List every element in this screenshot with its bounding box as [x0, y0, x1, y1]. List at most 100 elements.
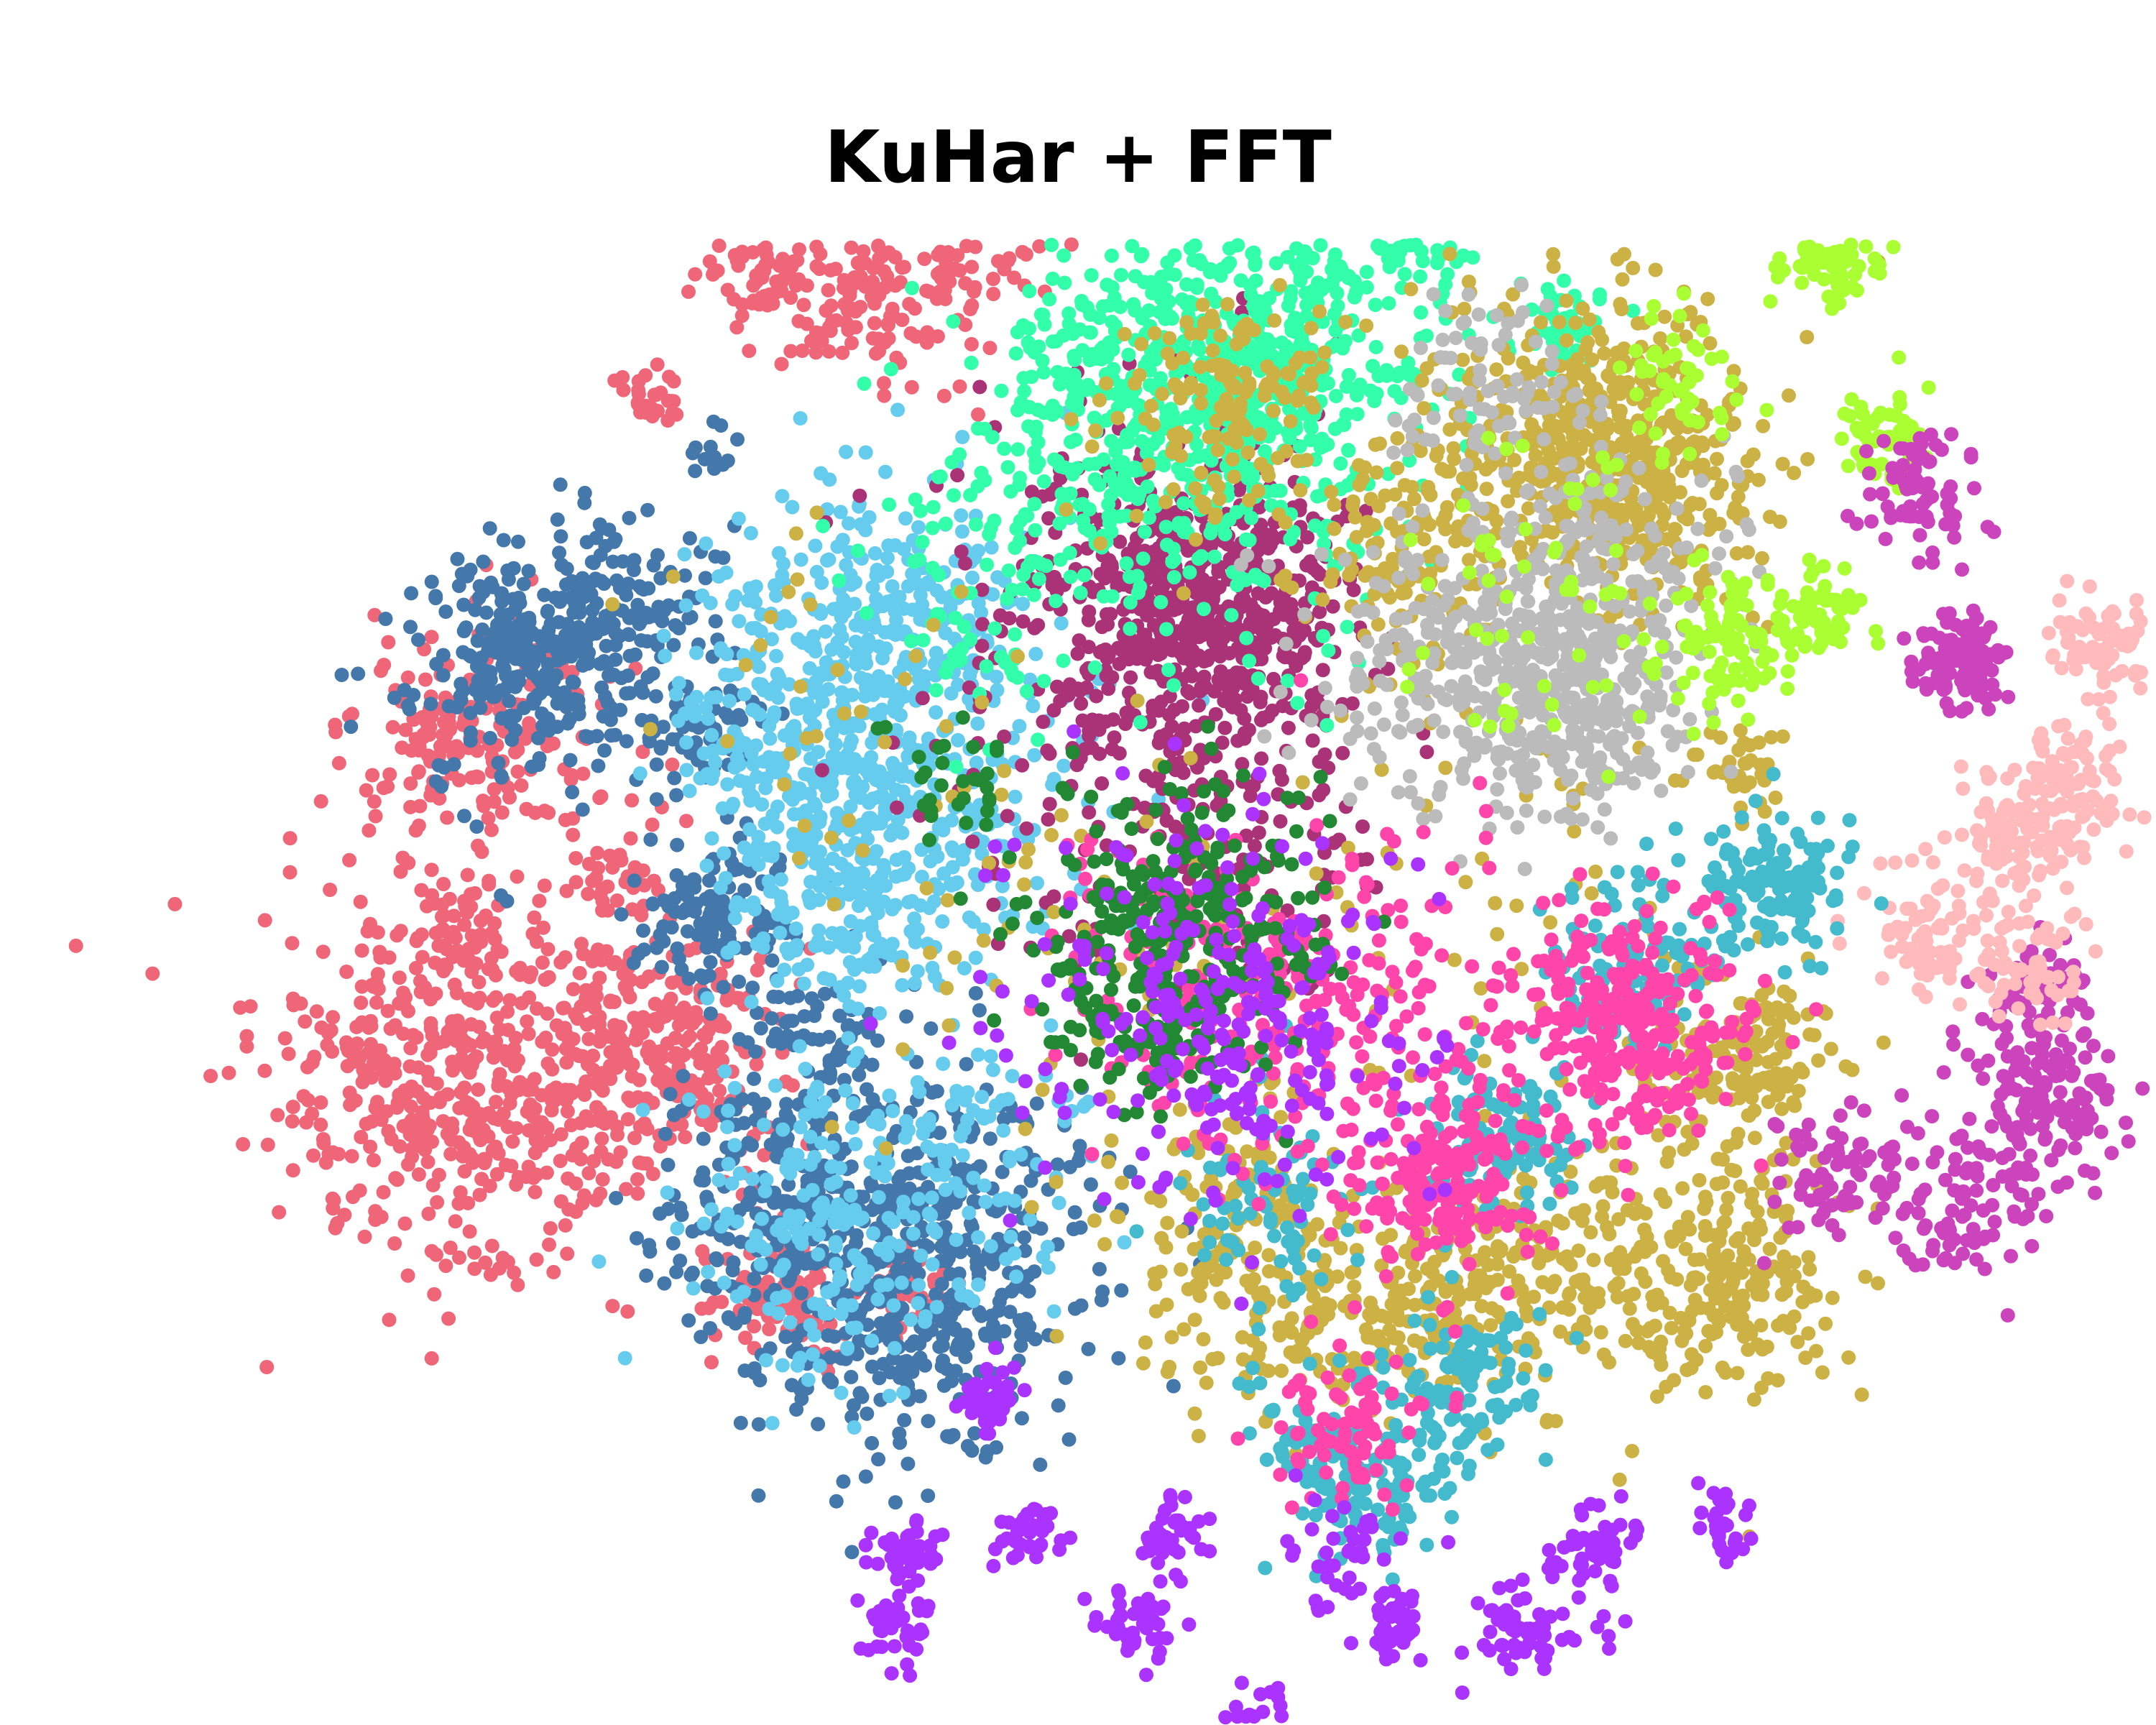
scatter-point: [778, 1015, 793, 1030]
scatter-point: [900, 1456, 916, 1471]
scatter-point: [787, 719, 802, 734]
scatter-point: [649, 757, 664, 772]
scatter-point: [724, 800, 739, 815]
scatter-point: [627, 873, 642, 888]
scatter-point: [825, 1159, 840, 1174]
scatter-point: [446, 757, 461, 772]
scatter-point: [679, 814, 694, 829]
scatter-point: [581, 1166, 596, 1181]
scatter-point: [881, 331, 896, 346]
scatter-point: [866, 1226, 881, 1241]
scatter-point: [791, 313, 806, 328]
scatter-point: [972, 380, 987, 395]
scatter-point: [847, 270, 862, 285]
scatter-point: [320, 1037, 335, 1052]
scatter-point: [833, 980, 848, 995]
scatter-point: [989, 1440, 1004, 1455]
scatter-point: [762, 1322, 777, 1337]
scatter-point: [745, 702, 760, 717]
scatter-point: [486, 1050, 501, 1065]
scatter-point: [550, 719, 565, 735]
scatter-point: [964, 336, 979, 351]
scatter-point: [472, 990, 487, 1006]
scatter-point: [537, 804, 552, 819]
scatter-point: [865, 1333, 880, 1348]
scatter-point: [929, 1225, 944, 1240]
scatter-point: [681, 1092, 696, 1107]
scatter-point: [415, 949, 430, 965]
scatter-point: [462, 1224, 477, 1239]
scatter-point: [923, 1021, 939, 1036]
scatter-point: [758, 1353, 773, 1368]
scatter-point: [638, 368, 653, 383]
scatter-point: [453, 676, 469, 691]
scatter-point: [423, 1040, 438, 1055]
scatter-point: [1138, 652, 1153, 667]
scatter-point: [499, 1053, 515, 1068]
scatter-point: [510, 1277, 525, 1292]
scatter-point: [609, 1119, 625, 1134]
scatter-point: [1050, 679, 1064, 694]
scatter-point: [1023, 1212, 1038, 1227]
scatter-point: [841, 1031, 856, 1046]
scatter-point: [704, 1355, 719, 1370]
scatter-point: [844, 1545, 860, 1560]
scatter-point: [395, 850, 410, 865]
scatter-point: [572, 965, 587, 980]
scatter-point: [474, 650, 489, 665]
scatter-point: [354, 995, 369, 1011]
scatter-point: [1217, 626, 1232, 641]
scatter-point: [749, 1228, 764, 1243]
scatter-point: [456, 953, 471, 968]
scatter-point: [525, 759, 540, 774]
scatter-point: [773, 872, 788, 887]
scatter-point: [837, 297, 852, 312]
scatter-point: [472, 1187, 487, 1202]
scatter-point: [778, 1330, 793, 1344]
scatter-point: [613, 702, 628, 717]
scatter-point: [305, 1106, 320, 1121]
scatter-point: [573, 999, 589, 1014]
scatter-point: [911, 1296, 926, 1311]
scatter-point: [834, 856, 849, 871]
scatter-point: [849, 1228, 864, 1243]
scatter-point: [751, 1417, 766, 1432]
scatter-point: [440, 810, 455, 825]
scatter-point: [680, 903, 695, 918]
scatter-point: [285, 1163, 300, 1178]
scatter-point: [859, 656, 874, 671]
scatter-point: [880, 1248, 895, 1263]
scatter-point: [411, 818, 426, 833]
scatter-point: [374, 663, 388, 678]
scatter-point: [593, 1104, 608, 1119]
scatter-point: [664, 920, 679, 935]
scatter-point: [605, 1299, 620, 1314]
scatter-point: [469, 819, 484, 834]
scatter-point: [502, 790, 517, 805]
scatter-point: [784, 1378, 799, 1393]
scatter-point: [1014, 1411, 1029, 1426]
scatter-point: [631, 387, 646, 402]
scatter-point: [566, 982, 581, 997]
scatter-point: [903, 1312, 918, 1328]
scatter-point: [630, 1230, 644, 1246]
scatter-point: [882, 1236, 897, 1250]
scatter-point: [964, 259, 980, 275]
scatter-point: [877, 280, 892, 295]
scatter-point: [915, 597, 930, 612]
scatter-point: [588, 947, 603, 962]
scatter-point: [461, 1195, 476, 1210]
scatter-point: [436, 877, 451, 891]
scatter-point: [603, 995, 618, 1009]
scatter-point: [1224, 699, 1239, 714]
scatter-point: [860, 635, 875, 650]
scatter-point: [1004, 1284, 1019, 1299]
scatter-point: [712, 1083, 727, 1098]
scatter-point: [397, 1216, 413, 1231]
scatter-point: [985, 1062, 1000, 1077]
scatter-point: [534, 1087, 549, 1103]
scatter-point: [769, 274, 784, 289]
scatter-point: [487, 782, 502, 797]
scatter-point: [1243, 788, 1258, 804]
scatter-point: [1015, 597, 1031, 612]
